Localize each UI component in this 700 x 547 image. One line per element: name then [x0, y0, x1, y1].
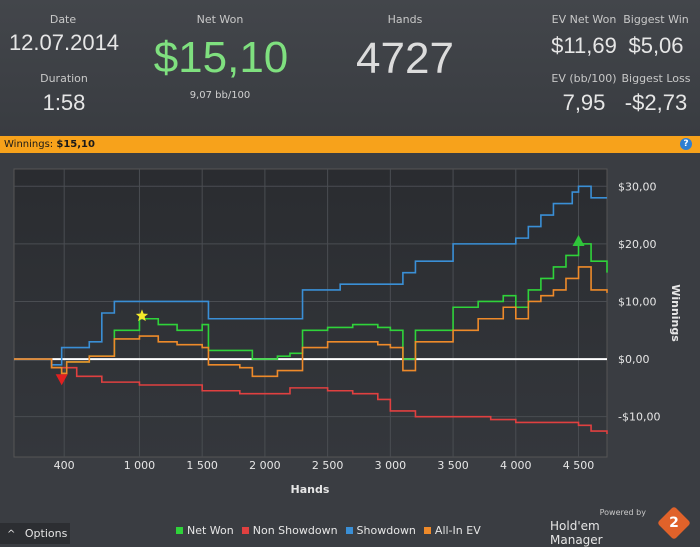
legend-item-all-in-ev[interactable]: All-In EV	[423, 524, 481, 537]
x-tick-label: 2 000	[249, 459, 281, 472]
x-tick-label: 4 500	[563, 459, 595, 472]
options-label: Options	[24, 527, 68, 540]
brand-logo-icon: 2	[657, 506, 691, 540]
ev-bb100-label: EV (bb/100)	[551, 72, 617, 85]
x-tick-label: 1 500	[186, 459, 218, 472]
y-tick-label: $30,00	[618, 180, 657, 193]
x-tick-label: 1 000	[124, 459, 156, 472]
y-tick-label: $10,00	[618, 295, 657, 308]
biggest-win-value: $5,06	[628, 33, 684, 58]
y-tick-label: $20,00	[618, 238, 657, 251]
net-won-value: $15,10	[153, 33, 289, 82]
duration-value: 1:58	[42, 90, 86, 115]
x-tick-labels: 400 1 000 1 500 2 000 2 500 3 000 3 500 4 000 4 …	[54, 459, 595, 472]
winnings-value: $15,10	[56, 139, 95, 150]
winnings-bar: Winnings: $15,10 ?	[0, 136, 700, 153]
legend-item-showdown[interactable]: Showdown	[345, 524, 416, 537]
brand-number: 2	[669, 515, 679, 531]
legend-item-non-showdown[interactable]: Non Showdown	[241, 524, 338, 537]
winnings-label: Winnings:	[4, 139, 54, 150]
biggest-loss-marker	[55, 374, 68, 386]
series-line-non-showdown	[14, 358, 608, 434]
x-tick-label: 3 500	[437, 459, 469, 472]
series-group	[14, 185, 608, 434]
footer: ^ Options Net Won Non Showdown Showdown …	[0, 506, 700, 547]
winnings-chart-area: 400 1 000 1 500 2 000 2 500 3 000 3 500 4 000 4 …	[0, 153, 700, 520]
legend-item-net-won[interactable]: Net Won	[176, 524, 234, 537]
x-tick-label: 400	[54, 459, 75, 472]
biggest-loss-label: Biggest Loss	[621, 72, 691, 85]
biggest-win-marker	[572, 235, 585, 246]
hands-value: 4727	[356, 34, 454, 83]
duration-label: Duration	[40, 72, 88, 85]
x-tick-label: 2 500	[312, 459, 344, 472]
legend-label: Net Won	[187, 524, 234, 537]
date-value: 12.07.2014	[8, 30, 120, 55]
date-label: Date	[49, 13, 77, 26]
biggest-win-label: Biggest Win	[623, 13, 689, 26]
series-line-showdown	[14, 185, 607, 366]
winnings-summary: Winnings: $15,10	[4, 136, 95, 153]
powered-by-text: Powered by	[599, 508, 646, 517]
chevron-up-icon: ^	[7, 529, 16, 540]
star-marker	[135, 309, 149, 322]
winnings-chart: 400 1 000 1 500 2 000 2 500 3 000 3 500 4 000 4 …	[13, 168, 682, 496]
legend-label: Non Showdown	[252, 524, 338, 537]
hands-label: Hands	[387, 13, 423, 26]
x-tick-label: 4 000	[500, 459, 532, 472]
biggest-loss-value: -$2,73	[624, 90, 688, 115]
x-tick-label: 3 000	[375, 459, 407, 472]
y-tick-label: -$10,00	[618, 411, 660, 424]
legend-label: All-In EV	[434, 524, 481, 537]
legend-label: Showdown	[356, 524, 416, 537]
y-axis-label: Winnings	[669, 284, 682, 342]
legend-swatch	[176, 527, 183, 534]
series-line-all-in-ev	[14, 266, 608, 378]
legend-swatch	[345, 527, 353, 534]
legend-swatch	[423, 527, 431, 534]
ev-net-won-value: $11,69	[551, 33, 617, 58]
x-axis-label: Hands	[291, 483, 330, 496]
chart-legend: Net Won Non Showdown Showdown All-In EV	[176, 524, 481, 537]
y-tick-label: $0,00	[618, 353, 650, 366]
options-button[interactable]: ^ Options	[0, 523, 70, 544]
net-won-label: Net Won	[196, 13, 244, 26]
stats-panel: Date 12.07.2014 Duration 1:58 Net Won $1…	[0, 0, 700, 135]
brand-logo-area: Powered by Hold'em Manager 2	[550, 506, 691, 547]
bb-per-100: 9,07 bb/100	[189, 90, 251, 101]
legend-swatch	[241, 527, 249, 534]
y-tick-labels: -$10,00 $0,00 $10,00 $20,00 $30,00	[618, 180, 660, 423]
ev-bb100-value: 7,95	[562, 90, 606, 115]
brand-name: Hold'em Manager	[550, 519, 603, 547]
markers-group	[55, 235, 585, 386]
help-icon[interactable]: ?	[680, 138, 692, 150]
ev-net-won-label: EV Net Won	[551, 13, 617, 26]
